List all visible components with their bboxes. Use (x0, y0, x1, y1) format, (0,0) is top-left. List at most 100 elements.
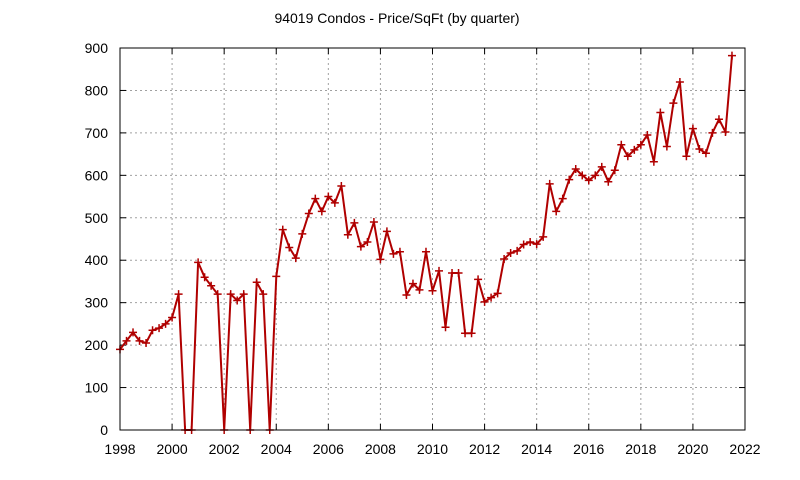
data-point-marker (493, 289, 502, 298)
data-point-marker (604, 177, 613, 186)
data-point-marker (129, 328, 138, 337)
x-tick-label: 2012 (469, 441, 500, 457)
x-tick-label: 2020 (677, 441, 708, 457)
data-point-marker (630, 145, 639, 154)
x-tick-label: 2006 (313, 441, 344, 457)
data-point-marker (395, 247, 404, 256)
x-tick-label: 2004 (261, 441, 292, 457)
data-point-marker (682, 152, 691, 161)
data-point-marker (545, 179, 554, 188)
data-point-marker (207, 281, 216, 290)
data-point-marker (695, 145, 704, 154)
data-point-marker (487, 293, 496, 302)
data-point-marker (597, 162, 606, 171)
data-point-marker (402, 291, 411, 300)
data-point-marker (591, 171, 600, 180)
data-point-marker (324, 192, 333, 201)
data-point-marker (272, 272, 281, 281)
data-point-marker (174, 290, 183, 299)
data-point-marker (376, 255, 385, 264)
data-point-marker (675, 77, 684, 86)
data-point-marker (142, 338, 151, 347)
data-point-marker (623, 152, 632, 161)
data-point-marker (213, 290, 222, 299)
data-point-marker (578, 171, 587, 180)
data-point-marker (558, 194, 567, 203)
data-point-marker (669, 99, 678, 108)
data-point-marker (363, 237, 372, 246)
data-point-marker (252, 278, 261, 287)
x-tick-label: 2018 (625, 441, 656, 457)
x-tick-label: 2000 (157, 441, 188, 457)
data-point-marker (155, 324, 164, 333)
y-tick-label: 200 (85, 337, 109, 353)
data-point-marker (369, 218, 378, 227)
data-point-marker (148, 326, 157, 335)
data-point-marker (239, 290, 248, 299)
axes: 1998 2000 2002 2004 2006 2008 2010 2012 2014 2016… (85, 40, 761, 457)
data-point-marker (194, 258, 203, 267)
data-point-marker (565, 175, 574, 184)
data-point-marker (291, 254, 300, 263)
data-point-marker (382, 227, 391, 236)
data-point-marker (311, 194, 320, 203)
y-tick-label: 400 (85, 252, 109, 268)
data-point-marker (500, 254, 509, 263)
data-point-marker (435, 266, 444, 275)
data-point-marker (552, 207, 561, 216)
data-point-marker (513, 246, 522, 255)
data-point-marker (337, 181, 346, 190)
data-point-marker (636, 140, 645, 149)
data-point-marker (428, 286, 437, 295)
data-point-marker (474, 275, 483, 284)
data-point-marker (330, 198, 339, 207)
y-tick-label: 800 (85, 82, 109, 98)
data-point-marker (161, 319, 170, 328)
data-point-marker (454, 268, 463, 277)
data-point-marker (415, 285, 424, 294)
data-point-marker (285, 243, 294, 252)
data-point-marker (317, 207, 326, 216)
data-point-marker (721, 128, 730, 137)
data-point-marker (480, 297, 489, 306)
y-tick-label: 100 (85, 380, 109, 396)
x-tick-label: 2008 (365, 441, 396, 457)
chart-title: 94019 Condos - Price/SqFt (by quarter) (274, 10, 519, 26)
data-point-marker (526, 237, 535, 246)
data-point-marker (135, 336, 144, 345)
data-point-marker (168, 313, 177, 322)
data-point-marker (356, 242, 365, 251)
data-point-marker (343, 230, 352, 239)
x-tick-label: 1998 (104, 441, 135, 457)
x-tick-label: 2010 (417, 441, 448, 457)
grid-lines (119, 47, 746, 431)
x-tick-label: 2022 (729, 441, 760, 457)
data-point-marker (714, 115, 723, 124)
y-tick-label: 900 (85, 40, 109, 56)
data-point-marker (226, 290, 235, 299)
x-tick-label: 2002 (209, 441, 240, 457)
data-point-marker (610, 166, 619, 175)
data-point-marker (688, 124, 697, 133)
x-tick-label: 2014 (521, 441, 552, 457)
data-point-marker (643, 131, 652, 140)
data-point-marker (727, 51, 736, 60)
plot-frame (119, 47, 746, 431)
data-point-marker (539, 232, 548, 241)
data-point-marker (617, 140, 626, 149)
data-point-marker (656, 108, 665, 117)
data-point-marker (350, 218, 359, 227)
data-point-marker (532, 240, 541, 249)
y-tick-label: 500 (85, 210, 109, 226)
data-point-marker (259, 290, 268, 299)
data-point-marker (298, 229, 307, 238)
data-point-marker (278, 225, 287, 234)
data-point-marker (122, 336, 131, 345)
x-tick-label: 2016 (573, 441, 604, 457)
data-point-marker (662, 142, 671, 151)
data-point-marker (701, 149, 710, 158)
data-point-marker (506, 249, 515, 258)
data-point-marker (389, 249, 398, 258)
series-layer (116, 51, 736, 434)
data-point-marker (233, 296, 242, 305)
